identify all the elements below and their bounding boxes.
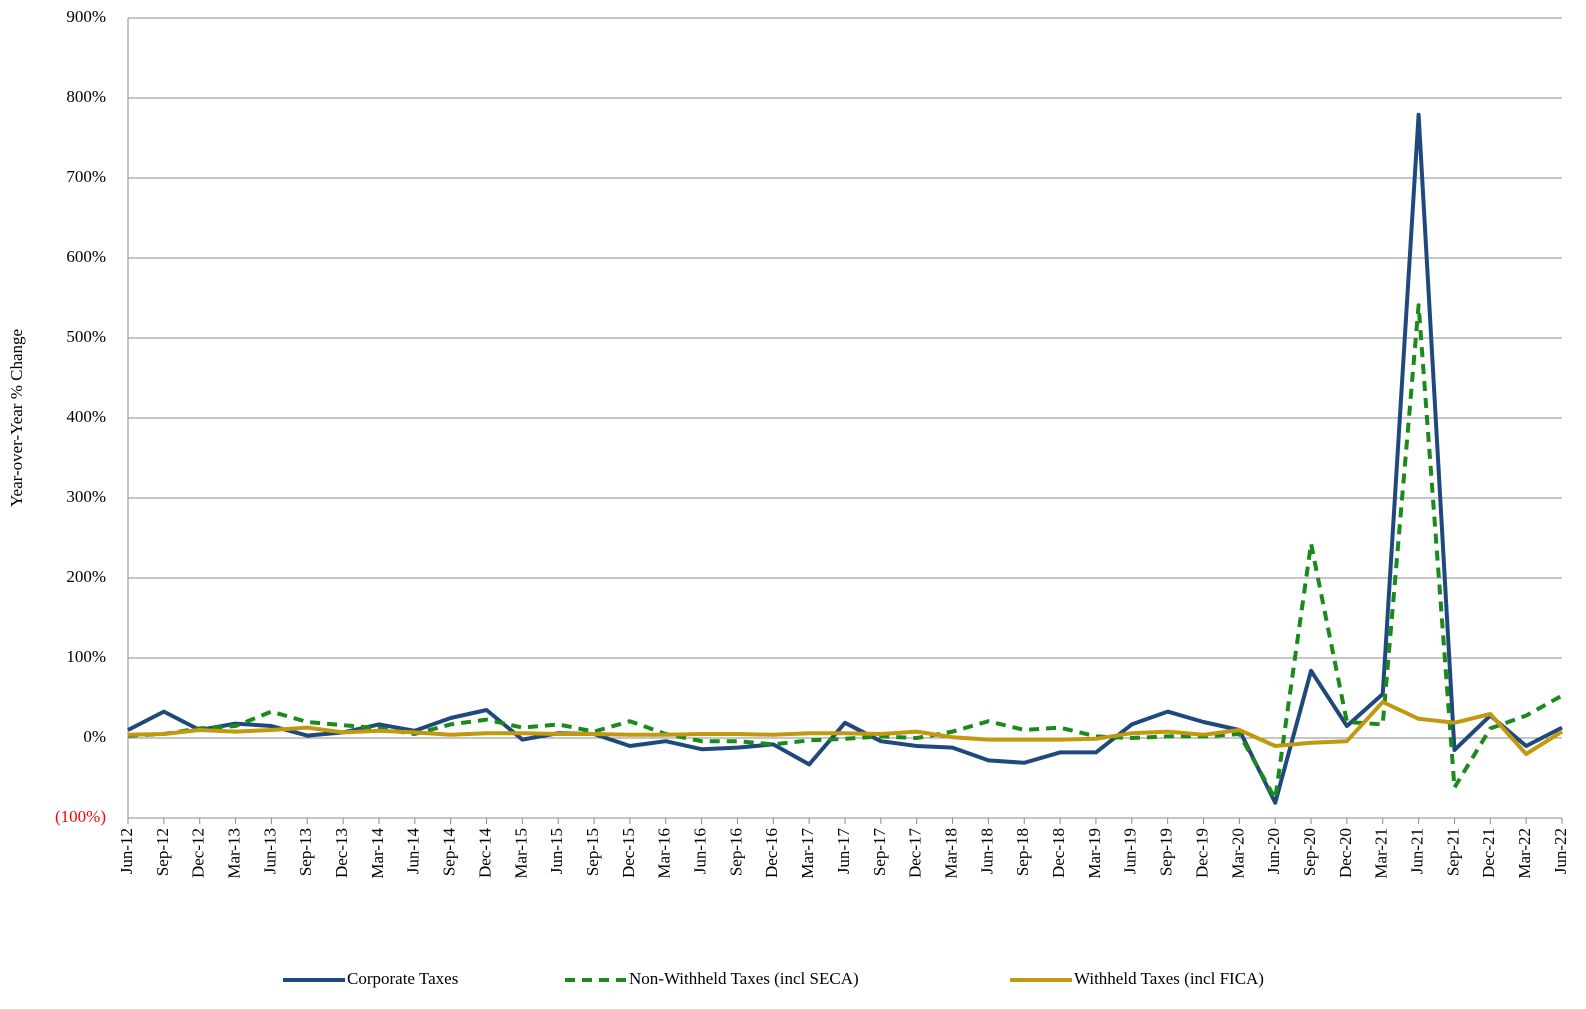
- x-tick-label: Sep-19: [1157, 828, 1176, 876]
- x-tick-label: Mar-19: [1085, 828, 1104, 879]
- x-tick-label: Sep-14: [440, 828, 459, 877]
- y-axis-title: Year-over-Year % Change: [7, 329, 26, 507]
- x-tick-label: Jun-16: [691, 828, 710, 874]
- x-tick-label: Jun-19: [1121, 828, 1140, 874]
- x-tick-label: Mar-18: [941, 828, 960, 879]
- x-tick-label: Jun-15: [547, 828, 566, 874]
- legend-label: Non-Withheld Taxes (incl SECA): [629, 969, 859, 988]
- x-tick-label: Mar-15: [511, 828, 530, 879]
- x-tick-label: Sep-17: [870, 828, 889, 877]
- legend-label: Corporate Taxes: [347, 969, 458, 988]
- y-tick-label: 700%: [66, 167, 106, 186]
- x-tick-label: Sep-16: [726, 828, 745, 876]
- x-tick-label: Dec-13: [332, 828, 351, 878]
- y-tick-label: 400%: [66, 407, 106, 426]
- series-line: [127, 700, 1564, 756]
- x-tick-label: Dec-21: [1479, 828, 1498, 878]
- y-tick-label: 800%: [66, 87, 106, 106]
- x-tick-label: Mar-20: [1228, 828, 1247, 879]
- x-tick-label: Sep-12: [153, 828, 172, 876]
- x-tick-label: Dec-17: [906, 828, 925, 879]
- x-tick-label: Jun-13: [260, 828, 279, 874]
- x-tick-label: Sep-15: [583, 828, 602, 876]
- y-tick-label: 300%: [66, 487, 106, 506]
- x-tick-label: Dec-12: [189, 828, 208, 878]
- x-tick-label: Jun-22: [1551, 828, 1570, 874]
- x-tick-label: Jun-12: [117, 828, 136, 874]
- legend-label: Withheld Taxes (incl FICA): [1074, 969, 1264, 988]
- x-tick-label: Mar-16: [655, 828, 674, 879]
- x-tick-label: Sep-20: [1300, 828, 1319, 876]
- series-line: [127, 303, 1563, 801]
- x-tick-label: Sep-21: [1443, 828, 1462, 876]
- y-tick-label: 0%: [83, 727, 106, 746]
- x-tick-label: Sep-13: [296, 828, 315, 876]
- x-tick-label: Dec-18: [1049, 828, 1068, 878]
- series-line: [127, 112, 1563, 805]
- x-tick-label: Jun-20: [1264, 828, 1283, 874]
- y-tick-label: 500%: [66, 327, 106, 346]
- y-tick-label: 200%: [66, 567, 106, 586]
- x-tick-label: Mar-21: [1372, 828, 1391, 879]
- x-tick-label: Dec-20: [1336, 828, 1355, 878]
- x-tick-label: Mar-22: [1515, 828, 1534, 879]
- x-tick-label: Dec-15: [619, 828, 638, 878]
- x-tick-label: Dec-16: [762, 828, 781, 878]
- x-tick-label: Mar-14: [368, 828, 387, 879]
- x-tick-label: Mar-13: [224, 828, 243, 879]
- x-tick-label: Jun-21: [1408, 828, 1427, 874]
- x-tick-label: Mar-17: [798, 828, 817, 879]
- x-tick-label: Dec-19: [1192, 828, 1211, 878]
- y-tick-label: (100%): [55, 807, 106, 826]
- x-tick-label: Sep-18: [1013, 828, 1032, 876]
- x-tick-label: Jun-14: [404, 828, 423, 875]
- y-tick-label: 600%: [66, 247, 106, 266]
- x-tick-label: Jun-17: [834, 828, 853, 875]
- y-tick-label: 100%: [66, 647, 106, 666]
- y-tick-label: 900%: [66, 7, 106, 26]
- x-tick-label: Dec-14: [475, 828, 494, 879]
- x-tick-label: Jun-18: [977, 828, 996, 874]
